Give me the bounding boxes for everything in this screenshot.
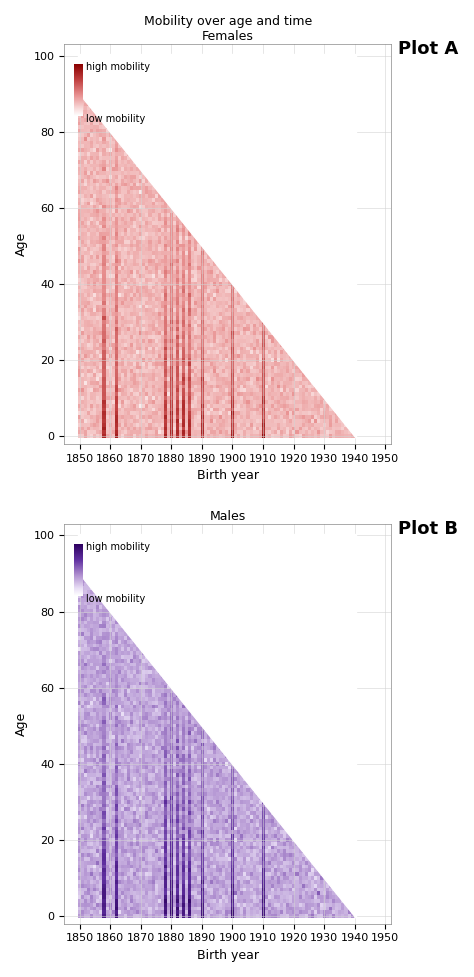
Text: low mobility: low mobility — [85, 114, 145, 124]
Title: Mobility over age and time
Females: Mobility over age and time Females — [144, 15, 312, 43]
Text: Plot B: Plot B — [398, 520, 458, 538]
Text: high mobility: high mobility — [85, 542, 149, 552]
Polygon shape — [78, 54, 356, 438]
Text: Plot A: Plot A — [398, 40, 458, 59]
Y-axis label: Age: Age — [15, 232, 28, 256]
Title: Males: Males — [210, 510, 246, 523]
Y-axis label: Age: Age — [15, 712, 28, 736]
Polygon shape — [78, 533, 356, 918]
X-axis label: Birth year: Birth year — [197, 949, 259, 962]
Text: low mobility: low mobility — [85, 594, 145, 604]
X-axis label: Birth year: Birth year — [197, 469, 259, 482]
Text: high mobility: high mobility — [85, 63, 149, 72]
